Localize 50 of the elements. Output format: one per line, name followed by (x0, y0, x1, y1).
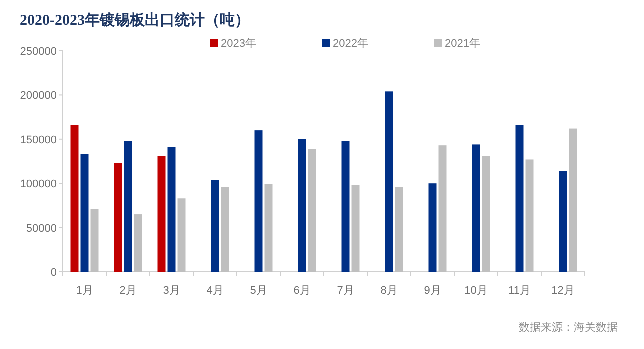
bar (158, 156, 166, 272)
bar (569, 128, 578, 272)
legend-label: 2021年 (445, 38, 480, 50)
bar (114, 163, 122, 272)
x-tick-label: 12月 (552, 285, 575, 297)
x-tick-label: 6月 (294, 285, 311, 297)
bar (559, 171, 568, 272)
x-tick-label: 2月 (120, 285, 137, 297)
bar (124, 141, 132, 272)
y-tick-label: 200000 (20, 90, 57, 102)
x-tick-label: 5月 (250, 285, 268, 297)
chart-title: 2020-2023年镀锡板出口统计（吨） (20, 12, 250, 29)
bar (438, 146, 447, 272)
x-tick-label: 11月 (508, 285, 531, 297)
bar (428, 184, 437, 272)
legend-label: 2022年 (333, 38, 368, 50)
y-tick-label: 150000 (20, 134, 57, 146)
bar (526, 160, 534, 272)
bar (90, 209, 99, 272)
x-tick-label: 3月 (163, 285, 180, 297)
y-tick-label: 50000 (26, 222, 57, 235)
y-tick-label: 100000 (20, 178, 57, 191)
bar (254, 130, 263, 272)
bar (70, 125, 79, 272)
bar (211, 180, 220, 272)
bar (221, 187, 230, 272)
bar (342, 141, 350, 272)
bar (385, 92, 394, 272)
bar (298, 139, 306, 272)
bar (516, 125, 524, 272)
x-tick-label: 8月 (380, 285, 398, 297)
x-tick-label: 4月 (206, 285, 224, 297)
x-tick-label: 7月 (337, 285, 354, 297)
source-note: 数据来源：海关数据 (519, 321, 618, 334)
x-tick-label: 1月 (76, 285, 94, 297)
bar (472, 144, 480, 272)
legend-label: 2023年 (221, 38, 256, 50)
y-tick-label: 0 (50, 267, 57, 279)
x-tick-label: 10月 (464, 285, 488, 297)
bar (395, 187, 404, 272)
bar (168, 147, 176, 272)
x-tick-label: 9月 (424, 285, 442, 297)
bar (80, 154, 89, 272)
bar (352, 185, 360, 272)
bar (264, 184, 273, 272)
bar (178, 198, 186, 272)
y-tick-label: 250000 (20, 46, 57, 58)
bar (308, 149, 316, 272)
bar (482, 156, 490, 272)
bar (134, 214, 142, 272)
